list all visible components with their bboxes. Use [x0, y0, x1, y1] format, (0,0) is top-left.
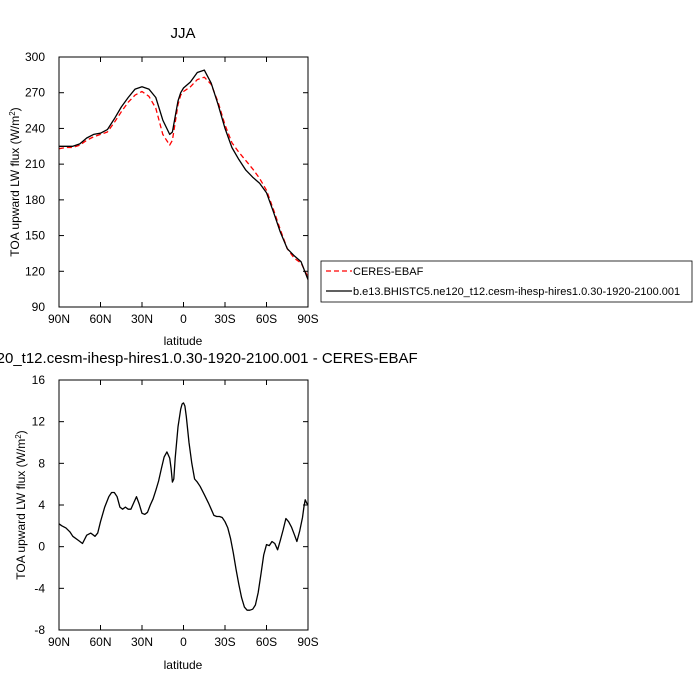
top-chart-y-tick-label: 90 [32, 300, 46, 314]
bottom-chart-x-tick-label: 30N [131, 635, 153, 649]
top-chart-series-line-1 [59, 69, 309, 280]
top-chart-y-tick-label: 180 [25, 193, 45, 207]
bottom-chart-y-tick-label: -8 [34, 623, 45, 637]
bottom-chart-x-tick-label: 30S [214, 635, 235, 649]
top-chart-y-tick-label: 270 [25, 86, 45, 100]
bottom-chart-y-tick-label: -4 [34, 581, 45, 595]
bottom-chart-y-tick-label: 16 [32, 373, 46, 387]
bottom-chart-x-tick-label: 90N [48, 635, 70, 649]
bottom-chart-plot-frame [58, 379, 309, 631]
bottom-chart-y-tick-label: 4 [38, 498, 45, 512]
top-chart-x-tick-label: 60N [89, 312, 111, 326]
top-chart-x-tick-label: 90S [297, 312, 318, 326]
bottom-chart-x-axis-label: latitude [164, 658, 203, 672]
top-chart-y-tick-label: 300 [25, 50, 45, 64]
bottom-chart-title: C5.ne120_t12.cesm-ihesp-hires1.0.30-1920… [0, 350, 418, 367]
top-chart-plot-frame [58, 56, 309, 308]
bottom-chart: C5.ne120_t12.cesm-ihesp-hires1.0.30-1920… [0, 350, 418, 672]
top-chart-y-tick-label: 150 [25, 229, 45, 243]
bottom-chart-y-axis-label: TOA upward LW flux (W/m2) [14, 430, 29, 579]
top-chart-series-line-0 [58, 76, 309, 278]
bottom-chart-y-tick-label: 0 [38, 540, 45, 554]
bottom-chart-x-tick-label: 90S [297, 635, 318, 649]
bottom-chart-x-tick-label: 0 [180, 635, 187, 649]
top-chart-y-axis-label: TOA upward LW flux (W/m2) [8, 107, 23, 256]
top-chart-title: JJA [170, 25, 195, 42]
bottom-chart-x-tick-label: 60S [256, 635, 277, 649]
top-chart: JJA 90N 60N 30N 0 30S 60S 90S 90 120 150 180 210 240… [8, 25, 319, 348]
legend-label-model: b.e13.BHISTC5.ne120_t12.cesm-ihesp-hires… [353, 286, 680, 298]
bottom-chart-series-line-0 [58, 402, 309, 611]
top-chart-x-tick-label: 30S [214, 312, 235, 326]
top-chart-x-axis-label: latitude [164, 334, 203, 348]
top-chart-x-tick-label: 90N [48, 312, 70, 326]
bottom-chart-x-tick-label: 60N [89, 635, 111, 649]
top-chart-y-tick-label: 210 [25, 157, 45, 171]
bottom-chart-y-tick-label: 8 [38, 456, 45, 470]
top-chart-x-tick-label: 60S [256, 312, 277, 326]
top-chart-y-tick-label: 120 [25, 264, 45, 278]
legend: CERES-EBAF b.e13.BHISTC5.ne120_t12.cesm-… [320, 260, 693, 303]
bottom-chart-y-tick-label: 12 [32, 415, 46, 429]
top-chart-x-tick-label: 30N [131, 312, 153, 326]
legend-box [320, 260, 693, 303]
top-chart-x-tick-label: 0 [180, 312, 187, 326]
top-chart-y-tick-label: 240 [25, 121, 45, 135]
legend-label-ceres: CERES-EBAF [353, 266, 424, 278]
